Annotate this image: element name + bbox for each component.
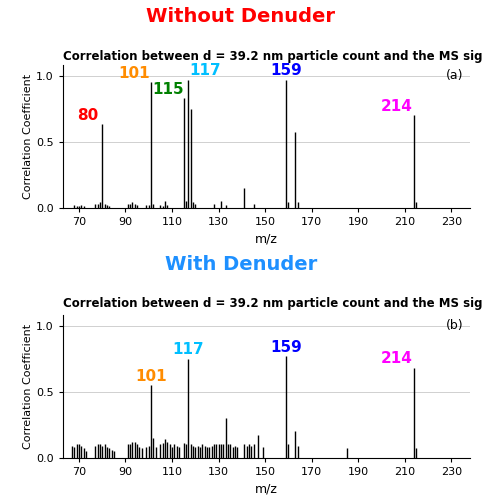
Text: 159: 159 (270, 340, 302, 354)
Text: Without Denuder: Without Denuder (147, 8, 335, 26)
Text: 159: 159 (270, 63, 302, 78)
Text: 214: 214 (381, 99, 413, 114)
Text: 80: 80 (78, 108, 99, 123)
Text: With Denuder: With Denuder (165, 255, 317, 274)
Y-axis label: Correlation Coefficient: Correlation Coefficient (23, 74, 33, 199)
Text: 117: 117 (173, 342, 204, 357)
X-axis label: m/z: m/z (255, 482, 278, 495)
Text: Correlation between d = 39.2 nm particle count and the MS signal: Correlation between d = 39.2 nm particle… (63, 50, 482, 63)
Text: (b): (b) (446, 320, 464, 332)
Text: 214: 214 (381, 352, 413, 366)
Text: 101: 101 (118, 66, 150, 81)
Text: 115: 115 (152, 82, 184, 96)
Y-axis label: Correlation Coefficient: Correlation Coefficient (23, 324, 33, 449)
Text: 117: 117 (189, 63, 221, 78)
Text: Correlation between d = 39.2 nm particle count and the MS signal: Correlation between d = 39.2 nm particle… (63, 298, 482, 310)
Text: 101: 101 (135, 368, 167, 384)
X-axis label: m/z: m/z (255, 232, 278, 245)
Text: (a): (a) (446, 70, 464, 82)
